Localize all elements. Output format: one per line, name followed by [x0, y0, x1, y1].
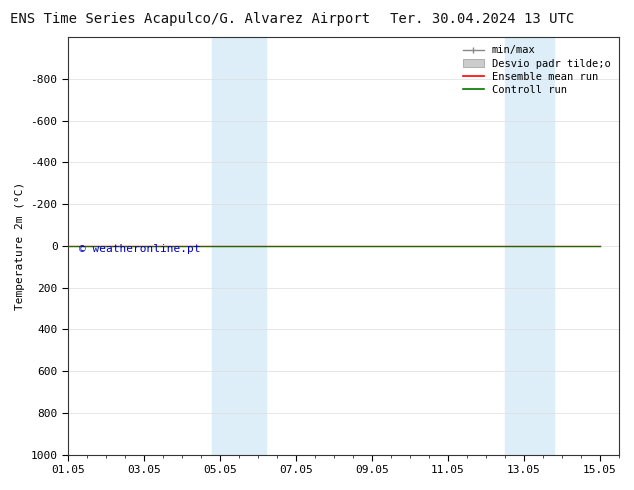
Bar	[505, 37, 554, 455]
Bar	[212, 37, 266, 455]
Legend: min/max, Desvio padr tilde;o, Ensemble mean run, Controll run: min/max, Desvio padr tilde;o, Ensemble m…	[460, 42, 614, 98]
Text: Ter. 30.04.2024 13 UTC: Ter. 30.04.2024 13 UTC	[390, 12, 574, 26]
Y-axis label: Temperature 2m (°C): Temperature 2m (°C)	[15, 182, 25, 310]
Text: ENS Time Series Acapulco/G. Alvarez Airport: ENS Time Series Acapulco/G. Alvarez Airp…	[10, 12, 370, 26]
Text: © weatheronline.pt: © weatheronline.pt	[79, 244, 200, 254]
